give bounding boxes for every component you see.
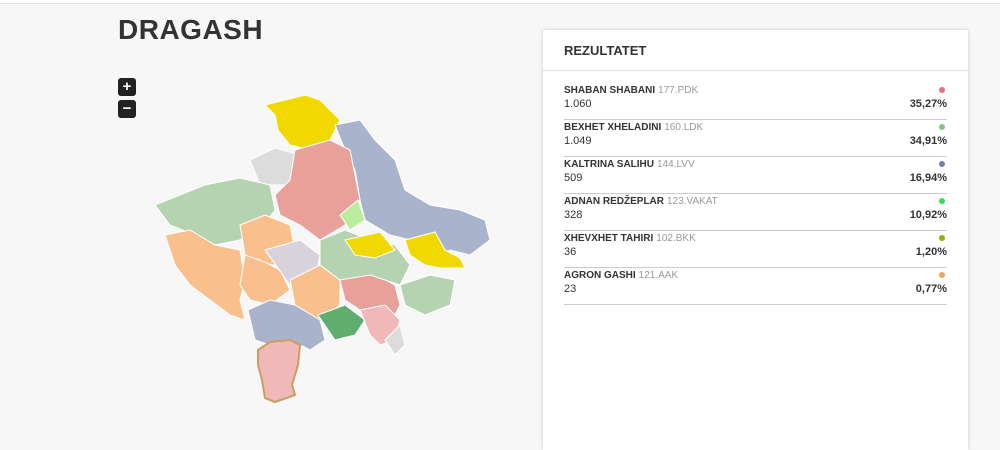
results-panel: REZULTATET SHABAN SHABANI 177.PDK 1.060 35,… bbox=[543, 30, 968, 450]
candidate-name: SHABAN SHABANI bbox=[564, 85, 656, 96]
result-row: KALTRINA SALIHU 144.LVV 509 16,94% bbox=[564, 157, 947, 194]
votes: 328 bbox=[564, 209, 583, 221]
candidate-code: 160.LDK bbox=[664, 122, 704, 133]
candidate-code: 121.AAK bbox=[638, 270, 679, 281]
map bbox=[154, 94, 491, 404]
votes: 36 bbox=[564, 246, 577, 258]
zoom-out-button[interactable]: − bbox=[118, 100, 136, 118]
title: DRAGASH bbox=[118, 14, 264, 45]
candidate-code: 177.PDK bbox=[658, 85, 699, 96]
candidate-code: 102.BKK bbox=[656, 233, 696, 244]
percent: 10,92% bbox=[909, 209, 947, 221]
zoom-in-button[interactable]: + bbox=[118, 78, 136, 96]
panel-title: REZULTATET bbox=[543, 30, 968, 71]
regions bbox=[154, 94, 491, 404]
candidate: SHABAN SHABANI 177.PDK bbox=[564, 85, 698, 96]
votes: 23 bbox=[564, 283, 577, 295]
result-row: ADNAN REDŽEPLAR 123.VAKAT 328 10,92% bbox=[564, 194, 947, 231]
votes: 1.049 bbox=[564, 135, 592, 147]
candidate: ADNAN REDŽEPLAR 123.VAKAT bbox=[564, 196, 718, 207]
color-dot bbox=[939, 124, 945, 130]
candidate-name: ADNAN REDŽEPLAR bbox=[564, 196, 664, 207]
color-dot bbox=[939, 272, 945, 278]
candidate-name: BEXHET XHELADINI bbox=[564, 122, 662, 133]
percent: 16,94% bbox=[909, 172, 947, 184]
candidate: XHEVXHET TAHIRI 102.BKK bbox=[564, 233, 696, 244]
top-bar bbox=[0, 0, 1000, 4]
votes: 1.060 bbox=[564, 98, 592, 110]
candidate-name: AGRON GASHI bbox=[564, 270, 636, 281]
result-row: XHEVXHET TAHIRI 102.BKK 36 1,20% bbox=[564, 231, 947, 268]
candidate-name: XHEVXHET TAHIRI bbox=[564, 233, 654, 244]
candidate-name: KALTRINA SALIHU bbox=[564, 159, 654, 170]
candidate-code: 123.VAKAT bbox=[667, 196, 718, 207]
percent: 0,77% bbox=[915, 283, 947, 295]
candidate: AGRON GASHI 121.AAK bbox=[564, 270, 678, 281]
color-dot bbox=[939, 235, 945, 241]
candidate: KALTRINA SALIHU 144.LVV bbox=[564, 159, 695, 170]
percent: 1,20% bbox=[915, 246, 947, 258]
result-row: SHABAN SHABANI 177.PDK 1.060 35,27% bbox=[564, 83, 947, 120]
percent: 34,91% bbox=[909, 135, 947, 147]
result-row: AGRON GASHI 121.AAK 23 0,77% bbox=[564, 268, 947, 305]
votes: 509 bbox=[564, 172, 583, 184]
percent: 35,27% bbox=[909, 98, 947, 110]
candidate: BEXHET XHELADINI 160.LDK bbox=[564, 122, 703, 133]
color-dot bbox=[939, 198, 945, 204]
candidate-code: 144.LVV bbox=[657, 159, 695, 170]
color-dot bbox=[939, 87, 945, 93]
color-dot bbox=[939, 161, 945, 167]
result-row: BEXHET XHELADINI 160.LDK 1.049 34,91% bbox=[564, 120, 947, 157]
page: DRAGASH + − REZULTATET SHABAN SHABANI 177… bbox=[0, 0, 1000, 404]
